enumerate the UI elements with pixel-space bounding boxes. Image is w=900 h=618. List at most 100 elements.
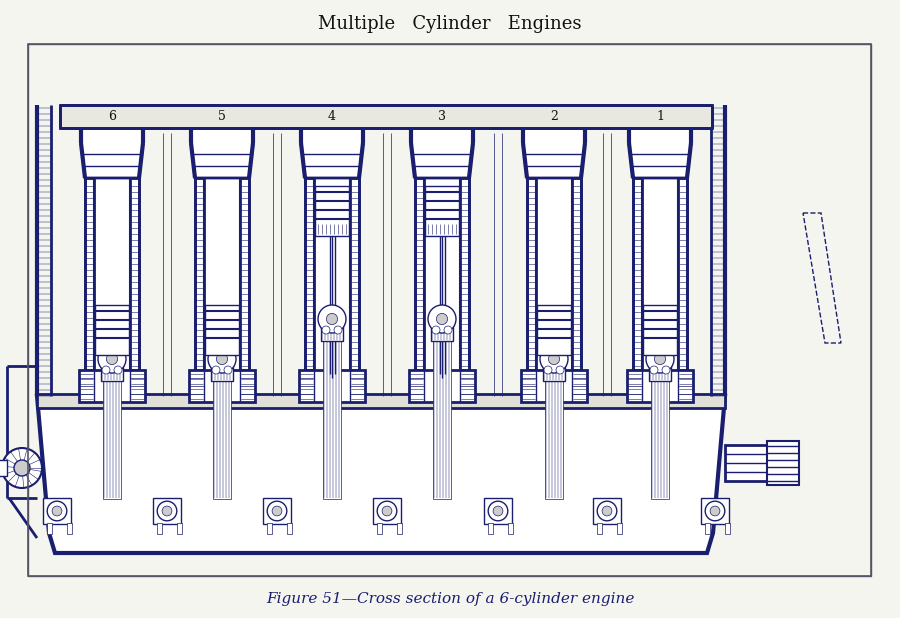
Circle shape — [444, 326, 452, 334]
Bar — [0, 460, 7, 476]
Bar — [101, 359, 123, 381]
Bar — [431, 319, 453, 341]
Bar — [536, 370, 572, 402]
Circle shape — [162, 506, 172, 516]
Bar — [484, 498, 512, 524]
Circle shape — [493, 506, 503, 516]
Text: Multiple   Cylinder   Engines: Multiple Cylinder Engines — [319, 15, 581, 33]
Bar — [60, 105, 712, 128]
Bar — [37, 394, 725, 408]
Bar — [79, 370, 145, 402]
Bar — [642, 178, 678, 370]
Bar — [460, 178, 469, 370]
Circle shape — [208, 345, 236, 373]
Circle shape — [272, 506, 282, 516]
Text: 4: 4 — [328, 110, 336, 123]
Circle shape — [322, 326, 330, 334]
Circle shape — [14, 460, 30, 476]
Bar — [649, 359, 671, 381]
Bar — [488, 523, 493, 534]
Bar — [536, 178, 572, 370]
Polygon shape — [629, 128, 691, 178]
Bar — [299, 370, 365, 402]
Polygon shape — [523, 128, 585, 178]
Circle shape — [598, 501, 616, 521]
Bar — [28, 44, 871, 576]
Bar — [409, 370, 475, 402]
Circle shape — [212, 366, 220, 374]
Circle shape — [158, 501, 176, 521]
Bar — [643, 305, 677, 355]
Bar — [94, 178, 130, 370]
Circle shape — [646, 345, 674, 373]
Circle shape — [602, 506, 612, 516]
Bar — [627, 370, 693, 402]
Bar — [545, 373, 563, 499]
Bar — [543, 359, 565, 381]
Bar — [537, 305, 571, 355]
Bar — [725, 523, 730, 534]
Circle shape — [114, 366, 122, 374]
Bar — [263, 498, 291, 524]
Bar — [593, 498, 621, 524]
Bar — [424, 370, 460, 402]
Circle shape — [654, 353, 666, 365]
Circle shape — [318, 305, 346, 333]
Bar — [157, 523, 162, 534]
Bar — [527, 178, 536, 370]
Bar — [323, 333, 341, 499]
Bar — [651, 373, 669, 499]
Bar — [377, 523, 382, 534]
Bar — [425, 186, 459, 236]
Bar — [85, 178, 94, 370]
Circle shape — [267, 501, 287, 521]
Polygon shape — [37, 396, 725, 553]
Circle shape — [334, 326, 342, 334]
Circle shape — [488, 501, 508, 521]
Text: 5: 5 — [218, 110, 226, 123]
Bar — [597, 523, 602, 534]
Circle shape — [662, 366, 670, 374]
Bar — [94, 370, 130, 402]
Bar — [195, 178, 204, 370]
Circle shape — [540, 345, 568, 373]
Bar — [678, 178, 687, 370]
Bar — [397, 523, 402, 534]
Bar — [633, 178, 642, 370]
Circle shape — [428, 305, 456, 333]
Polygon shape — [301, 128, 363, 178]
Bar — [95, 305, 129, 355]
Bar — [415, 178, 424, 370]
Bar — [205, 305, 239, 355]
Polygon shape — [191, 128, 253, 178]
Bar — [315, 186, 349, 236]
Circle shape — [98, 345, 126, 373]
Text: 3: 3 — [438, 110, 446, 123]
Circle shape — [544, 366, 552, 374]
Bar — [103, 373, 121, 499]
Circle shape — [556, 366, 564, 374]
Bar — [47, 523, 52, 534]
Circle shape — [106, 353, 118, 365]
Bar — [350, 178, 359, 370]
Bar — [725, 445, 780, 481]
Bar — [267, 523, 272, 534]
Bar — [508, 523, 513, 534]
Bar — [211, 359, 233, 381]
Bar — [424, 178, 460, 370]
Bar — [767, 441, 799, 485]
Bar — [213, 373, 231, 499]
Bar — [321, 319, 343, 341]
Circle shape — [2, 448, 42, 488]
Bar — [701, 498, 729, 524]
Circle shape — [710, 506, 720, 516]
Bar — [240, 178, 249, 370]
Text: 1: 1 — [656, 110, 664, 123]
Circle shape — [224, 366, 232, 374]
Bar — [314, 370, 350, 402]
Bar — [314, 178, 350, 370]
Bar — [67, 523, 72, 534]
Bar — [287, 523, 292, 534]
Polygon shape — [411, 128, 473, 178]
Bar — [153, 498, 181, 524]
